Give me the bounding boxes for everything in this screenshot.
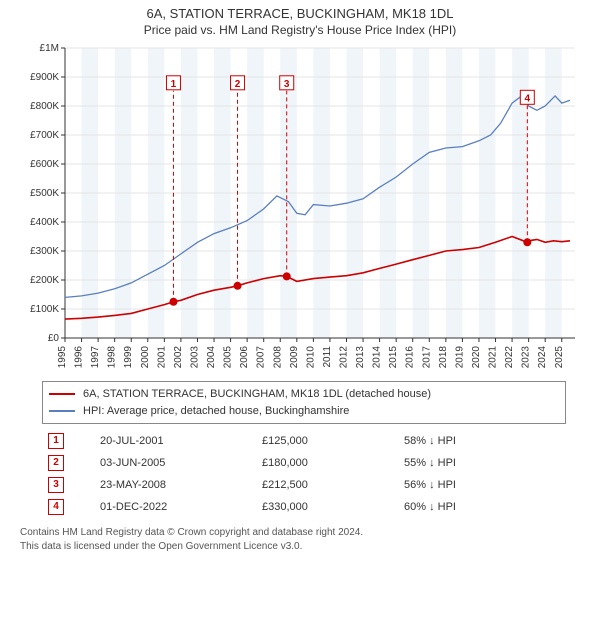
svg-text:2013: 2013 [355,346,366,369]
sale-marker: 1 [48,433,64,449]
svg-text:2011: 2011 [322,346,333,368]
svg-text:2018: 2018 [438,346,449,369]
svg-text:2019: 2019 [454,346,465,369]
page-title: 6A, STATION TERRACE, BUCKINGHAM, MK18 1D… [0,6,600,21]
svg-text:2: 2 [235,79,241,90]
footer-line-2: This data is licensed under the Open Gov… [20,540,580,554]
table-row: 2 03-JUN-2005£180,00055% ↓ HPI [42,452,552,474]
svg-text:£400K: £400K [30,217,59,228]
sale-marker: 3 [48,477,64,493]
svg-text:2003: 2003 [189,346,200,369]
svg-text:2009: 2009 [289,346,300,369]
svg-text:2008: 2008 [272,346,283,369]
sale-price: £330,000 [256,496,398,518]
svg-text:2017: 2017 [421,346,432,369]
svg-text:2010: 2010 [305,346,316,369]
legend-label: HPI: Average price, detached house, Buck… [83,403,349,420]
sales-table: 1 20-JUL-2001£125,00058% ↓ HPI 2 03-JUN-200… [42,430,552,518]
svg-text:2023: 2023 [521,346,532,369]
svg-text:1: 1 [171,79,177,90]
sale-diff: 55% ↓ HPI [398,452,552,474]
svg-text:3: 3 [284,79,290,90]
svg-text:£500K: £500K [30,188,59,199]
sale-date: 20-JUL-2001 [94,430,256,452]
chart-container: £0 £100K £200K £300K £400K £500K £600K £700K £80… [20,43,580,373]
svg-text:2015: 2015 [388,346,399,369]
legend-swatch [49,410,75,412]
price-chart: £0 £100K £200K £300K £400K £500K £600K £700K £80… [20,43,580,373]
table-row: 3 23-MAY-2008£212,50056% ↓ HPI [42,474,552,496]
svg-text:4: 4 [525,93,531,104]
sale-diff: 60% ↓ HPI [398,496,552,518]
svg-text:2006: 2006 [239,346,250,369]
svg-text:£800K: £800K [30,101,59,112]
svg-text:£200K: £200K [30,275,59,286]
table-row: 1 20-JUL-2001£125,00058% ↓ HPI [42,430,552,452]
svg-text:2005: 2005 [223,346,234,369]
svg-text:2000: 2000 [140,346,151,369]
svg-text:1995: 1995 [57,346,68,369]
sale-date: 01-DEC-2022 [94,496,256,518]
svg-text:2021: 2021 [488,346,499,369]
svg-text:2004: 2004 [206,346,217,369]
svg-text:2022: 2022 [504,346,515,369]
footer: Contains HM Land Registry data © Crown c… [20,526,580,553]
svg-text:2001: 2001 [156,346,167,369]
svg-text:1998: 1998 [107,346,118,369]
sale-price: £125,000 [256,430,398,452]
legend-item: HPI: Average price, detached house, Buck… [49,403,559,420]
legend-item: 6A, STATION TERRACE, BUCKINGHAM, MK18 1D… [49,386,559,403]
svg-text:1997: 1997 [90,346,101,369]
svg-text:2016: 2016 [405,346,416,369]
svg-text:2007: 2007 [256,346,267,369]
legend: 6A, STATION TERRACE, BUCKINGHAM, MK18 1D… [42,381,566,424]
sale-diff: 58% ↓ HPI [398,430,552,452]
footer-line-1: Contains HM Land Registry data © Crown c… [20,526,580,540]
svg-text:2002: 2002 [173,346,184,369]
sale-marker: 2 [48,455,64,471]
page-subtitle: Price paid vs. HM Land Registry's House … [0,23,600,37]
svg-text:2020: 2020 [471,346,482,369]
legend-swatch [49,393,75,395]
sale-date: 03-JUN-2005 [94,452,256,474]
svg-text:£0: £0 [48,333,60,344]
svg-text:2025: 2025 [554,346,565,369]
table-row: 4 01-DEC-2022£330,00060% ↓ HPI [42,496,552,518]
svg-text:£600K: £600K [30,159,59,170]
legend-label: 6A, STATION TERRACE, BUCKINGHAM, MK18 1D… [83,386,431,403]
svg-text:£1M: £1M [40,43,59,54]
sale-price: £212,500 [256,474,398,496]
svg-text:1996: 1996 [74,346,85,369]
svg-text:£900K: £900K [30,72,59,83]
svg-text:£100K: £100K [30,304,59,315]
svg-text:1999: 1999 [123,346,134,369]
svg-text:2012: 2012 [338,346,349,369]
sale-marker: 4 [48,499,64,515]
svg-text:£300K: £300K [30,246,59,257]
svg-text:2014: 2014 [372,346,383,369]
svg-text:£700K: £700K [30,130,59,141]
sale-price: £180,000 [256,452,398,474]
svg-text:2024: 2024 [537,346,548,369]
sale-diff: 56% ↓ HPI [398,474,552,496]
sale-date: 23-MAY-2008 [94,474,256,496]
